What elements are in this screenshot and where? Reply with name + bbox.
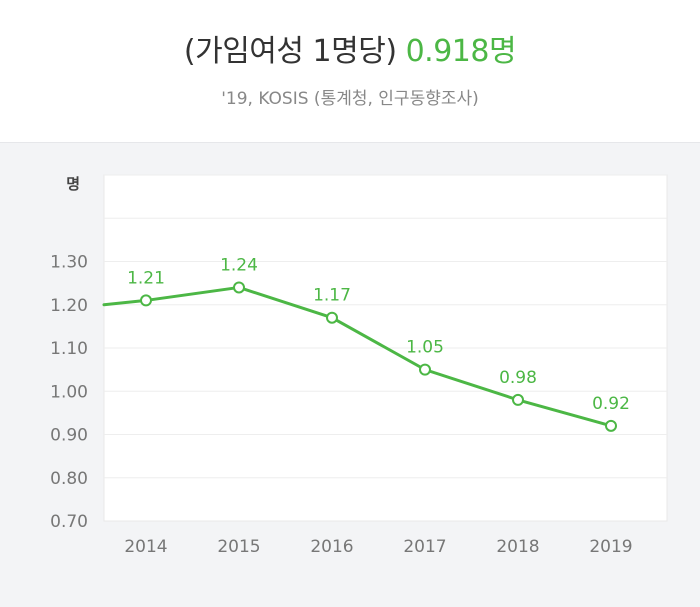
y-tick-label: 1.00 bbox=[50, 382, 88, 402]
data-point bbox=[233, 281, 245, 294]
chart-title: (가임여성 1명당) 0.918명 bbox=[0, 26, 700, 70]
data-label: 1.24 bbox=[220, 255, 258, 275]
data-point bbox=[140, 294, 152, 307]
data-point bbox=[512, 393, 524, 406]
x-tick-label: 2019 bbox=[589, 537, 632, 557]
y-tick-label: 1.20 bbox=[50, 296, 88, 316]
data-label: 1.17 bbox=[313, 286, 351, 306]
chart-panel: 명 0.70 0.80 0.90 1.00 1.10 1.20 1.30 2014 2015 201… bbox=[0, 142, 700, 607]
x-tick-label: 2016 bbox=[310, 537, 353, 557]
data-label: 0.92 bbox=[592, 394, 630, 414]
y-tick-label: 1.30 bbox=[50, 253, 88, 273]
x-tick-label: 2018 bbox=[496, 537, 539, 557]
y-tick-label: 0.80 bbox=[50, 469, 88, 489]
y-tick-label: 0.70 bbox=[50, 512, 88, 532]
x-tick-label: 2017 bbox=[403, 537, 446, 557]
x-tick-label: 2015 bbox=[217, 537, 260, 557]
data-label: 0.98 bbox=[499, 368, 537, 388]
chart-subtitle: '19, KOSIS (통계청, 인구동향조사) bbox=[221, 89, 479, 109]
y-tick-label: 1.10 bbox=[50, 339, 88, 359]
data-label: 1.05 bbox=[406, 338, 444, 358]
y-tick-label: 0.90 bbox=[50, 426, 88, 446]
y-axis-label: 명 bbox=[66, 175, 80, 193]
data-point bbox=[326, 311, 338, 324]
data-point bbox=[419, 363, 431, 376]
data-point bbox=[605, 419, 617, 432]
title-value: 0.918명 bbox=[405, 34, 517, 69]
chart-header: (가임여성 1명당) 0.918명 '19, KOSIS (통계청, 인구동향조… bbox=[0, 0, 700, 142]
line-chart: 명 0.70 0.80 0.90 1.00 1.10 1.20 1.30 2014 2015 201… bbox=[50, 174, 668, 557]
data-label: 1.21 bbox=[127, 268, 165, 288]
title-prefix: (가임여성 1명당) bbox=[183, 34, 397, 69]
x-tick-label: 2014 bbox=[124, 537, 167, 557]
